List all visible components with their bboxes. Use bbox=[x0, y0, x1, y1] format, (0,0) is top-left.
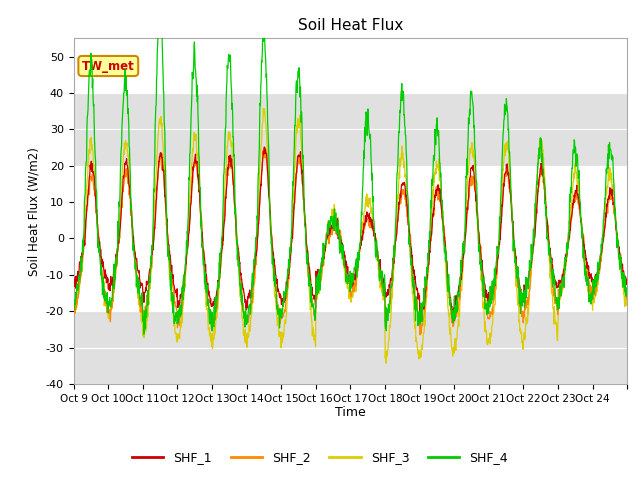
X-axis label: Time: Time bbox=[335, 407, 366, 420]
Text: TW_met: TW_met bbox=[82, 60, 134, 72]
Y-axis label: Soil Heat Flux (W/m2): Soil Heat Flux (W/m2) bbox=[27, 147, 40, 276]
Title: Soil Heat Flux: Soil Heat Flux bbox=[298, 18, 403, 33]
Bar bbox=[74, 93, 627, 166]
Legend: SHF_1, SHF_2, SHF_3, SHF_4: SHF_1, SHF_2, SHF_3, SHF_4 bbox=[127, 446, 513, 469]
Bar bbox=[74, 311, 627, 384]
